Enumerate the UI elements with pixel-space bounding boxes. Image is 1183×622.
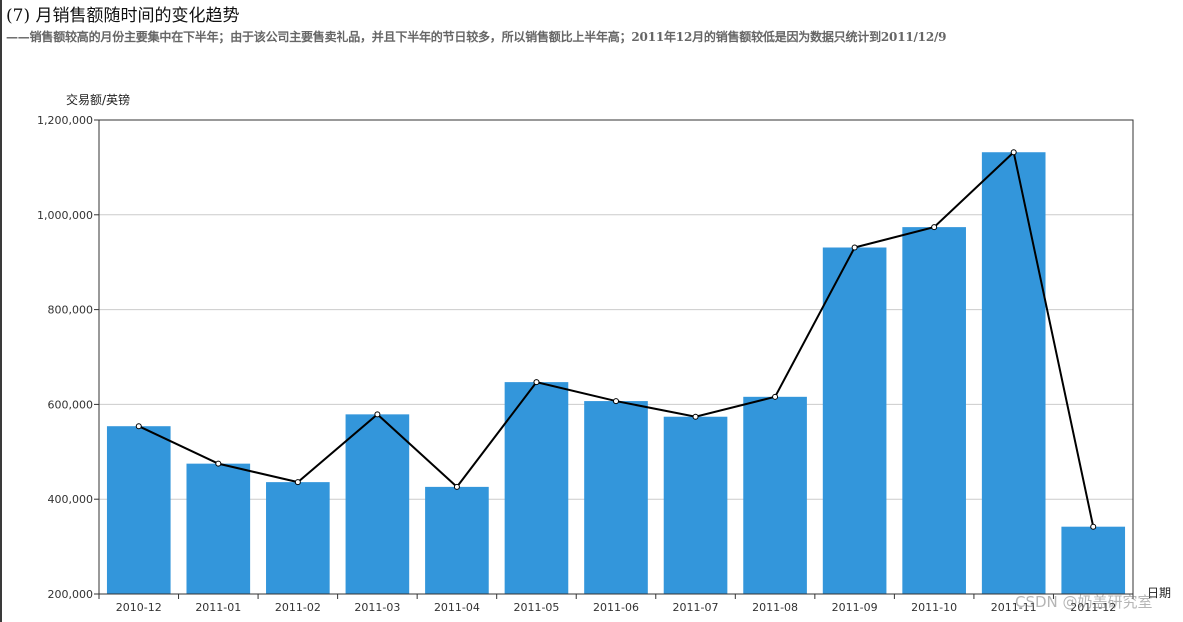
line-point-2011-10	[931, 224, 938, 231]
line-point-2011-07	[692, 413, 699, 420]
line-point-2010-12	[135, 423, 142, 430]
line-series	[135, 149, 1097, 530]
x-tick-label: 2011-04	[434, 601, 480, 614]
x-tick-label: 2011-02	[275, 601, 321, 614]
bar-2011-10	[902, 227, 966, 594]
line-point-2011-04	[453, 483, 460, 490]
bar-2011-01	[186, 463, 251, 594]
y-tick-label: 600,000	[48, 398, 94, 411]
bar-2011-11	[981, 152, 1046, 594]
line-point-2011-11	[1010, 149, 1017, 156]
y-tick-label: 200,000	[48, 588, 94, 601]
y-tick-label: 1,200,000	[37, 114, 93, 127]
axes: 200,000 400,000 600,000 800,000 1,000,000 1,2…	[37, 114, 1134, 614]
left-border-rule	[0, 0, 2, 622]
plot-frame	[98, 119, 1134, 595]
bar-series	[106, 152, 1126, 595]
bar-2011-09	[822, 247, 887, 595]
x-tick-label: 2011-12	[1070, 601, 1116, 614]
bar-2011-03	[345, 414, 410, 594]
line-point-2011-05	[533, 379, 540, 386]
x-tick-label: 2011-03	[354, 601, 400, 614]
chart-heading: (7) 月销售额随时间的变化趋势	[6, 6, 240, 26]
x-tick-label: 2011-01	[195, 601, 241, 614]
x-tick-label: 2011-08	[752, 601, 798, 614]
bar-2010-12	[106, 426, 171, 594]
bar-2011-12	[1061, 526, 1126, 594]
bar-2011-04	[425, 486, 489, 594]
y-tick-label: 800,000	[48, 304, 94, 317]
bar-2011-06	[584, 401, 648, 594]
line-point-2011-06	[613, 398, 619, 405]
y-tick-label: 400,000	[48, 493, 94, 506]
line-point-2011-08	[772, 393, 779, 400]
y-tick-label: 1,000,000	[37, 209, 93, 222]
x-tick-label: 2011-07	[673, 601, 719, 614]
line-point-2011-12	[1090, 523, 1097, 530]
line-point-2011-01	[215, 460, 222, 467]
x-tick-label: 2011-05	[513, 601, 559, 614]
x-tick-label: 2011-09	[832, 601, 878, 614]
watermark: CSDN @奶盖研究室	[1015, 593, 1153, 611]
bar-2011-02	[266, 482, 330, 594]
y-axis-title: 交易额/英镑	[66, 92, 130, 107]
x-axis-title: 日期	[1147, 586, 1171, 600]
line-point-2011-03	[374, 411, 381, 418]
bar-2011-07	[663, 416, 728, 594]
x-tick-label: 2010-12	[116, 601, 162, 614]
x-tick-label: 2011-06	[593, 601, 639, 614]
x-tick-label: 2011-11	[991, 601, 1037, 614]
line-point-2011-09	[851, 244, 858, 251]
bar-2011-08	[743, 396, 807, 594]
chart-description: ——销售额较高的月份主要集中在下半年；由于该公司主要售卖礼品，并且下半年的节日较…	[6, 30, 947, 44]
line-point-2011-02	[294, 479, 301, 486]
bar-2011-05	[504, 382, 569, 594]
x-tick-label: 2011-10	[911, 601, 957, 614]
